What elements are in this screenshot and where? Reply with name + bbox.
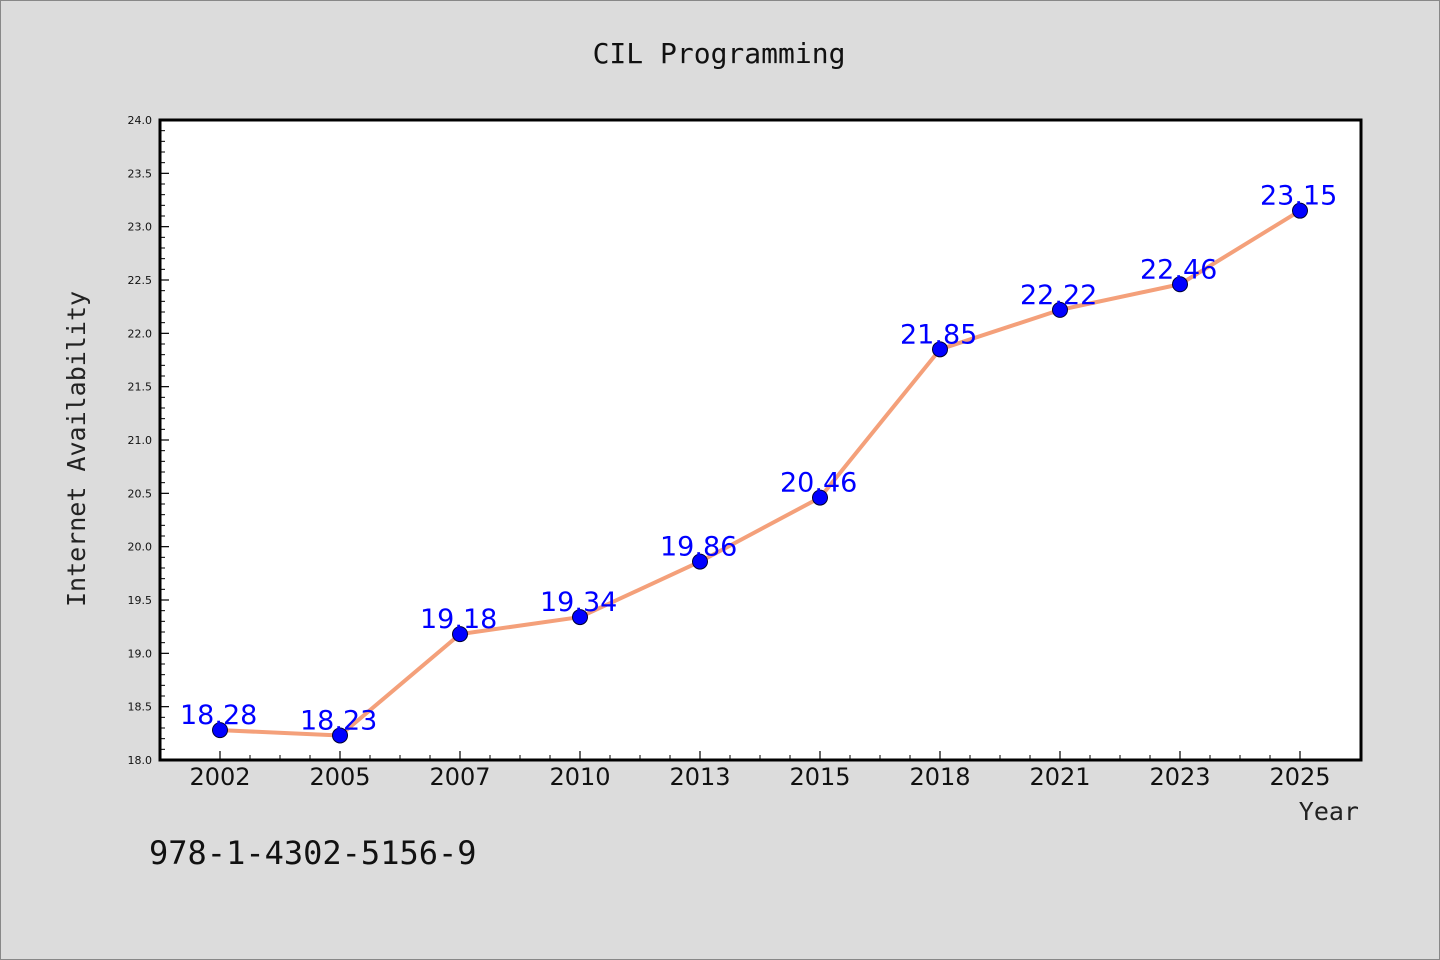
x-tick-label: 2005 <box>309 763 370 791</box>
x-axis-ticks: 2002 2005 2007 2010 2013 2015 2018 2021 2023 2025 <box>189 751 1331 791</box>
data-point-marker <box>812 489 828 506</box>
data-point-label: 20.46 <box>780 468 857 499</box>
data-point-label: 22.22 <box>1020 280 1097 311</box>
x-tick-label: 2021 <box>1029 763 1090 791</box>
x-tick-label: 2002 <box>189 763 250 791</box>
plot-area <box>160 120 1361 760</box>
x-tick-label: 2013 <box>669 763 730 791</box>
y-tick-label: 23.5 <box>128 167 153 180</box>
data-point-label: 19.18 <box>420 604 497 635</box>
plot-border <box>158 118 1363 762</box>
x-tick-label: 2007 <box>429 763 490 791</box>
data-point-marker <box>932 341 948 358</box>
y-tick-label: 19.0 <box>128 647 153 660</box>
data-point-label: 23.15 <box>1260 181 1337 212</box>
data-point-marker <box>332 727 348 744</box>
y-axis-label: Internet Availability <box>62 291 91 607</box>
y-tick-label: 20.0 <box>128 541 153 554</box>
data-point-marker <box>212 722 228 739</box>
data-point-marker <box>692 553 708 570</box>
isbn-text: 978-1-4302-5156-9 <box>149 834 477 872</box>
x-tick-label: 2025 <box>1269 763 1330 791</box>
data-point-marker <box>1292 202 1308 219</box>
chart-title: CIL Programming <box>593 37 846 70</box>
y-tick-label: 24.0 <box>128 114 153 127</box>
data-point-marker <box>452 626 468 643</box>
y-tick-label: 21.0 <box>128 434 153 447</box>
data-point-label: 18.23 <box>300 705 377 736</box>
x-tick-label: 2010 <box>549 763 610 791</box>
x-tick-label: 2023 <box>1149 763 1210 791</box>
data-point-label: 21.85 <box>900 319 977 350</box>
x-tick-label: 2018 <box>909 763 970 791</box>
data-point-marker <box>1172 276 1188 293</box>
data-point-label: 19.34 <box>540 587 617 618</box>
data-point-label: 19.86 <box>660 532 737 563</box>
y-tick-label: 22.5 <box>128 274 153 287</box>
data-point-marker <box>572 609 588 626</box>
data-point-label: 22.46 <box>1140 254 1217 285</box>
y-tick-label: 18.0 <box>128 754 153 767</box>
y-tick-label: 19.5 <box>128 594 153 607</box>
y-tick-label: 23.0 <box>128 221 153 234</box>
x-tick-label: 2015 <box>789 763 850 791</box>
data-point-marker <box>1052 301 1068 318</box>
y-tick-label: 21.5 <box>128 381 153 394</box>
y-axis-ticks: 18.0 18.5 19.0 19.5 20.0 20.5 21.0 21.5 22.0 22.5… <box>128 114 169 767</box>
y-tick-label: 20.5 <box>128 487 153 500</box>
y-tick-label: 22.0 <box>128 327 153 340</box>
y-tick-label: 18.5 <box>128 701 153 714</box>
series-line <box>218 208 1302 738</box>
x-axis-label: Year <box>1299 797 1359 826</box>
data-labels: 18.28 18.23 19.18 19.34 19.86 20.46 21.85 22.22… <box>180 181 1337 737</box>
data-point-label: 18.28 <box>180 700 257 731</box>
series-markers <box>212 202 1308 744</box>
